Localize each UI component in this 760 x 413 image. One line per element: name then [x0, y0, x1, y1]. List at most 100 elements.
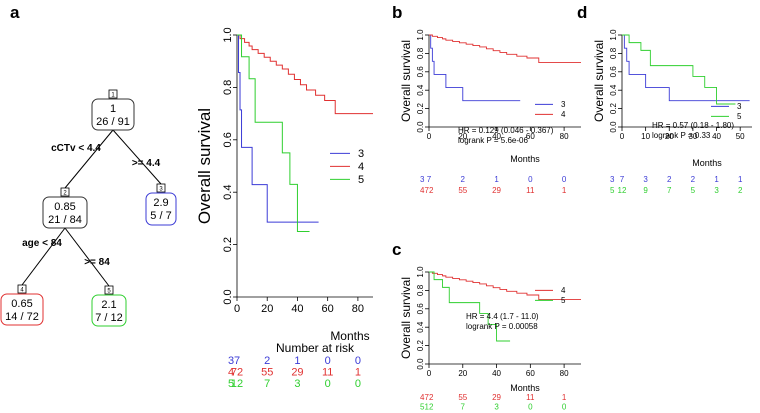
x-tick-label-c: 80 — [560, 369, 569, 378]
risk-group-a: 4 — [228, 367, 234, 379]
y-tick-label-d: 0.6 — [609, 66, 618, 78]
risk-value-d: 2 — [691, 175, 696, 184]
risk-table-title-a: Number at risk — [276, 341, 355, 355]
risk-value-d: 5 — [691, 186, 696, 195]
panel-label-b: b — [392, 3, 402, 22]
y-tick-label-a: 0.2 — [222, 237, 234, 252]
logrank-annotation-d: logrank P = 0.33 — [652, 131, 711, 140]
risk-value-a: 11 — [322, 367, 333, 379]
survival-curve-b-4 — [429, 34, 581, 64]
survival-curve-a-5 — [237, 34, 310, 232]
y-tick-label-d: 0.4 — [609, 84, 618, 96]
x-tick-label-d: 10 — [641, 132, 650, 141]
panel-label-a: a — [10, 3, 20, 22]
legend-label-d: 5 — [737, 112, 742, 121]
tree-node-value: 2.9 — [153, 197, 168, 209]
survival-curve-c-5 — [429, 271, 511, 342]
tree-node-value: 2.1 — [101, 299, 116, 311]
risk-group-a: 3 — [228, 355, 234, 367]
legend-label-b: 4 — [561, 110, 566, 119]
x-tick-label-b: 60 — [526, 132, 535, 141]
tree-node-box-2 — [42, 196, 88, 229]
risk-value-b: 1 — [562, 186, 567, 195]
legend-label-b: 3 — [561, 100, 566, 109]
x-tick-label-a: 20 — [261, 303, 273, 315]
risk-value-a: 7 — [264, 378, 270, 390]
risk-value-c: 11 — [526, 393, 535, 402]
risk-value-d: 3 — [714, 186, 719, 195]
x-tick-label-d: 0 — [620, 132, 625, 141]
risk-group-b: 4 — [420, 186, 425, 195]
survival-curve-d-3 — [622, 34, 750, 102]
tree-edge-1-2 — [64, 129, 114, 189]
x-tick-label-c: 20 — [458, 369, 467, 378]
tree-node-box-3 — [145, 192, 177, 226]
tree-node-counts: 14 / 72 — [5, 311, 39, 323]
risk-group-b: 3 — [420, 175, 425, 184]
x-axis-title-c: Months — [510, 383, 540, 393]
y-tick-label-b: 1.0 — [416, 29, 425, 41]
risk-value-d: 2 — [738, 186, 743, 195]
tree-node-value: 1 — [110, 103, 116, 115]
y-tick-label-a: 0.6 — [222, 132, 234, 147]
tree-node-id: 4 — [20, 288, 24, 294]
risk-value-d: 12 — [618, 186, 627, 195]
y-tick-label-b: 0.0 — [416, 121, 425, 133]
legend-label-c: 4 — [561, 286, 566, 295]
y-tick-label-c: 0.2 — [416, 339, 425, 351]
survival-curve-a-3 — [237, 34, 319, 223]
risk-value-b: 0 — [528, 175, 533, 184]
y-axis-title-a: Overall survival — [195, 108, 214, 224]
risk-value-a: 7 — [234, 355, 240, 367]
tree-edge-2-5 — [64, 227, 110, 287]
risk-value-b: 55 — [458, 186, 467, 195]
y-tick-label-d: 1.0 — [609, 29, 618, 41]
y-tick-label-c: 1.0 — [416, 266, 425, 278]
risk-value-c: 7 — [461, 403, 466, 412]
x-axis-title-d: Months — [692, 158, 722, 168]
risk-value-c: 55 — [458, 393, 467, 402]
panel-label-d: d — [577, 3, 587, 22]
x-tick-label-b: 20 — [458, 132, 467, 141]
x-tick-label-a: 60 — [322, 303, 334, 315]
tree-edge-2-4 — [21, 227, 66, 286]
risk-value-d: 7 — [667, 186, 672, 195]
risk-value-a: 1 — [355, 367, 361, 379]
risk-value-a: 12 — [231, 378, 243, 390]
risk-value-a: 0 — [325, 378, 331, 390]
y-tick-label-c: 0.0 — [416, 358, 425, 370]
risk-value-b: 1 — [494, 175, 499, 184]
x-tick-label-d: 30 — [688, 132, 697, 141]
risk-value-a: 0 — [325, 355, 331, 367]
hr-annotation-d: HR = 0.57 (0.18 - 1.80) — [652, 121, 734, 130]
y-tick-label-a: 0.0 — [222, 289, 234, 304]
risk-group-d: 5 — [610, 186, 615, 195]
logrank-annotation-b: logrank P = 5.6e-06 — [458, 136, 528, 145]
x-axis-title-b: Months — [510, 154, 540, 164]
x-tick-label-d: 50 — [736, 132, 745, 141]
risk-value-a: 2 — [264, 355, 270, 367]
risk-value-a: 0 — [355, 378, 361, 390]
risk-value-a: 29 — [291, 367, 303, 379]
risk-value-b: 29 — [492, 186, 501, 195]
legend-label-c: 5 — [561, 296, 566, 305]
y-tick-label-b: 0.6 — [416, 66, 425, 78]
split-label: cCTv < 4.4 — [51, 143, 101, 154]
tree-node-counts: 7 / 12 — [95, 312, 123, 324]
y-axis-title-d: Overall survival — [592, 40, 606, 122]
x-tick-label-c: 0 — [427, 369, 432, 378]
tree-node-tag-box-5 — [104, 285, 114, 295]
risk-group-d: 3 — [610, 175, 615, 184]
tree-edge-1-3 — [112, 129, 162, 185]
y-axis-title-c: Overall survival — [399, 277, 413, 359]
risk-value-a: 0 — [355, 355, 361, 367]
y-tick-label-c: 0.8 — [416, 284, 425, 296]
risk-value-d: 9 — [643, 186, 648, 195]
risk-value-c: 3 — [494, 403, 499, 412]
y-tick-label-b: 0.2 — [416, 102, 425, 114]
x-tick-label-b: 0 — [427, 132, 432, 141]
tree-node-tag-box-4 — [17, 284, 27, 294]
x-tick-label-d: 40 — [712, 132, 721, 141]
y-tick-label-b: 0.8 — [416, 47, 425, 59]
y-tick-label-b: 0.4 — [416, 84, 425, 96]
